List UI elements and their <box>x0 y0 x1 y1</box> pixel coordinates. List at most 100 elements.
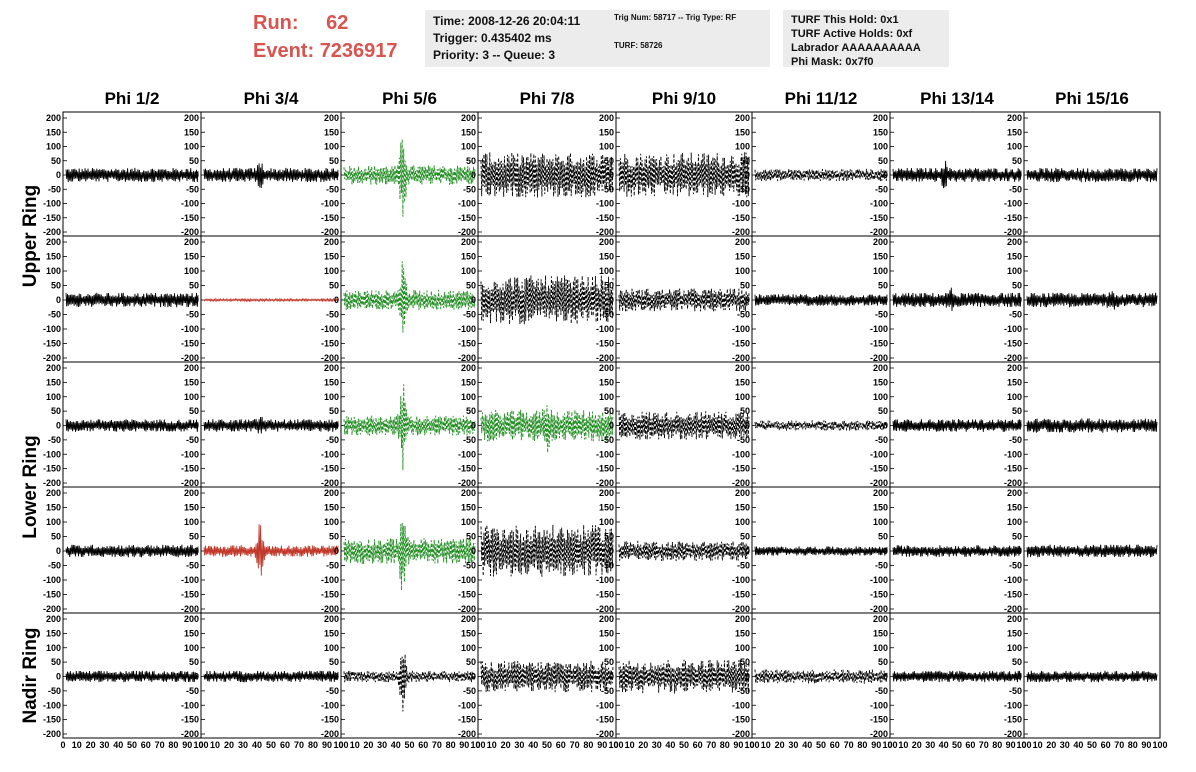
run-label: Run: <box>253 12 299 34</box>
y-tick-label: 50 <box>51 532 61 542</box>
y-tick-label: 50 <box>51 156 61 166</box>
y-tick-label: 100 <box>735 266 750 276</box>
y-tick-label: -50 <box>737 184 750 194</box>
x-tick-label: 70 <box>155 740 165 750</box>
event-value: 7236917 <box>319 40 398 62</box>
y-tick-label: 0 <box>471 672 476 682</box>
y-tick-label: 100 <box>873 142 888 152</box>
y-tick-label: -150 <box>43 715 61 725</box>
y-tick-label: -200 <box>732 729 750 739</box>
y-tick-label: -100 <box>1004 199 1022 209</box>
x-tick-label: 100 <box>744 740 759 750</box>
y-tick-label: -200 <box>596 478 614 488</box>
y-tick-label: -50 <box>875 435 888 445</box>
y-tick-label: 150 <box>46 252 61 262</box>
y-tick-label: -150 <box>870 213 888 223</box>
y-tick-label: 100 <box>46 643 61 653</box>
y-tick-label: -150 <box>596 715 614 725</box>
waveform-trace <box>480 524 614 577</box>
x-tick-label: 50 <box>404 740 414 750</box>
y-tick-label: -150 <box>732 339 750 349</box>
y-tick-label: 100 <box>873 392 888 402</box>
x-tick-label: 50 <box>542 740 552 750</box>
y-tick-label: -200 <box>596 729 614 739</box>
y-tick-label: -50 <box>1009 561 1022 571</box>
y-tick-label: 200 <box>735 614 750 624</box>
x-tick-label: 80 <box>857 740 867 750</box>
y-tick-label: 200 <box>873 614 888 624</box>
y-tick-label: 50 <box>878 657 888 667</box>
x-tick-label: 50 <box>679 740 689 750</box>
y-tick-label: -50 <box>875 310 888 320</box>
y-tick-label: 200 <box>599 237 614 247</box>
y-tick-label: 200 <box>461 614 476 624</box>
x-tick-label: 90 <box>1141 740 1151 750</box>
y-tick-label: -50 <box>186 310 199 320</box>
y-tick-label: 200 <box>735 113 750 123</box>
waveform-trace <box>65 419 199 432</box>
y-tick-label: -50 <box>463 686 476 696</box>
y-tick-label: 100 <box>1007 392 1022 402</box>
run-line: Run: 62 <box>253 12 348 35</box>
waveform-trace <box>618 288 750 312</box>
y-tick-label: -150 <box>870 464 888 474</box>
waveform-trace <box>618 659 750 694</box>
ring-label: Upper Ring <box>20 185 41 287</box>
y-tick-label: 0 <box>194 170 199 180</box>
y-tick-label: -200 <box>732 478 750 488</box>
y-tick-label: -150 <box>870 339 888 349</box>
y-tick-label: 200 <box>461 363 476 373</box>
y-tick-label: -200 <box>181 353 199 363</box>
y-tick-label: 0 <box>883 672 888 682</box>
y-tick-label: -150 <box>1004 590 1022 600</box>
y-tick-label: 50 <box>604 406 614 416</box>
y-tick-label: 0 <box>609 295 614 305</box>
y-tick-label: 100 <box>461 517 476 527</box>
y-tick-label: -200 <box>321 353 339 363</box>
y-tick-label: 0 <box>56 672 61 682</box>
waveform-trace <box>754 168 888 182</box>
y-tick-label: 200 <box>184 363 199 373</box>
y-tick-label: 100 <box>735 643 750 653</box>
y-tick-label: 100 <box>599 643 614 653</box>
y-tick-label: 150 <box>324 252 339 262</box>
waveform-trace <box>892 545 1022 557</box>
y-tick-label: 50 <box>1012 281 1022 291</box>
y-tick-label: -200 <box>458 353 476 363</box>
y-tick-label: 150 <box>1007 503 1022 513</box>
x-tick-label: 40 <box>528 740 538 750</box>
y-tick-label: -100 <box>458 324 476 334</box>
y-tick-label: 150 <box>735 628 750 638</box>
x-tick-label: 30 <box>925 740 935 750</box>
y-tick-label: 50 <box>51 406 61 416</box>
y-tick-label: -100 <box>458 449 476 459</box>
y-tick-label: -50 <box>601 310 614 320</box>
y-tick-label: 150 <box>735 377 750 387</box>
y-tick-label: -50 <box>737 686 750 696</box>
y-tick-label: 0 <box>194 295 199 305</box>
y-tick-label: -200 <box>321 729 339 739</box>
y-tick-label: 100 <box>1007 266 1022 276</box>
x-tick-label: 30 <box>1060 740 1070 750</box>
x-tick-label: 80 <box>308 740 318 750</box>
y-tick-label: 150 <box>599 252 614 262</box>
x-tick-label: 20 <box>775 740 785 750</box>
y-tick-label: 150 <box>873 503 888 513</box>
y-tick-label: -200 <box>1004 227 1022 237</box>
y-tick-label: -50 <box>48 184 61 194</box>
y-tick-label: 50 <box>189 657 199 667</box>
y-tick-label: -50 <box>601 435 614 445</box>
y-tick-label: -200 <box>732 604 750 614</box>
y-tick-label: 150 <box>599 127 614 137</box>
y-tick-label: 0 <box>56 295 61 305</box>
x-tick-label: 90 <box>597 740 607 750</box>
x-tick-label: 10 <box>350 740 360 750</box>
y-tick-label: -100 <box>321 324 339 334</box>
x-tick-label: 60 <box>1101 740 1111 750</box>
y-tick-label: 200 <box>1007 488 1022 498</box>
y-tick-label: 150 <box>873 628 888 638</box>
y-tick-label: -200 <box>43 353 61 363</box>
y-tick-label: 200 <box>324 113 339 123</box>
y-tick-label: 150 <box>46 377 61 387</box>
x-tick-label: 20 <box>501 740 511 750</box>
